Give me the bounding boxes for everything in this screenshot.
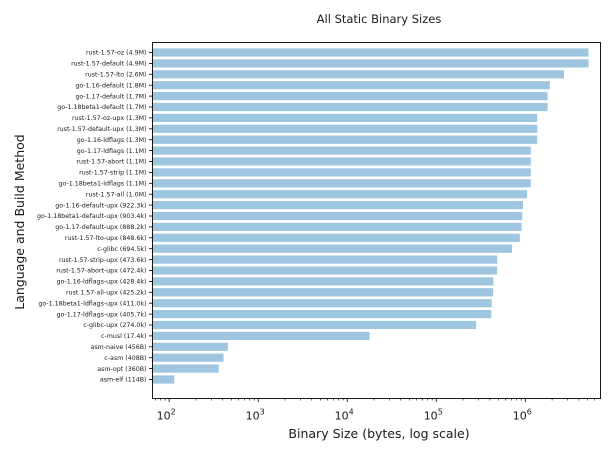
bar: [152, 135, 538, 144]
bar: [152, 81, 550, 90]
category-label: rust-1.57-abort-upx (472.4k): [56, 268, 146, 275]
category-label: go-1.18beta1-ldflags (1.1M): [59, 181, 147, 188]
category-label: asm-opt (360B): [97, 366, 146, 373]
category-label: go-1.17-ldflags (1.1M): [77, 148, 147, 155]
category-label: go-1.16-default-upx (922.3k): [55, 202, 146, 209]
bar: [152, 255, 498, 264]
bar: [152, 353, 224, 362]
category-label: rust-1.57-default (4.9M): [71, 61, 146, 68]
category-label: go-1.17-default-upx (888.2k): [55, 224, 146, 231]
x-axis-title: Binary Size (bytes, log scale): [288, 426, 469, 441]
bar: [152, 113, 538, 122]
bar: [152, 157, 531, 166]
x-tick-label: 102: [157, 408, 176, 423]
category-label: go-1.18beta1-default-upx (903.4k): [37, 213, 146, 220]
category-label: asm-naive (456B): [91, 344, 147, 351]
bar: [152, 92, 548, 101]
bar: [152, 201, 524, 210]
bar: [152, 266, 498, 275]
category-label: rust-1.57-all (1.0M): [86, 191, 147, 198]
y-axis-title: Language and Build Method: [12, 134, 27, 309]
bar: [152, 310, 492, 319]
category-label: rust-1.57-strip-upx (473.6k): [59, 257, 147, 264]
bar: [152, 102, 548, 112]
category-label: go-1.17-default (1.7M): [75, 93, 146, 100]
category-label: c-glibc (694.5k): [97, 246, 146, 253]
bar: [152, 277, 494, 286]
category-label: go-1.16-ldflags-upx (428.4k): [57, 279, 147, 286]
category-label: go-1.18beta1-default (1.7M): [57, 104, 146, 111]
bar: [152, 320, 477, 330]
bars: [152, 48, 589, 384]
bar: [152, 124, 538, 133]
x-tick-label: 103: [246, 408, 265, 423]
category-label: rust-1.57-abort (1.1M): [76, 159, 146, 166]
bar: [152, 375, 175, 384]
bar: [152, 48, 589, 57]
plot-frame: [152, 42, 601, 399]
bar: [152, 342, 228, 351]
bar: [152, 222, 522, 231]
category-label: go-1.16-ldflags (1.3M): [77, 137, 147, 144]
x-axis-ticks: 102 103 104 105 106: [149, 52, 595, 423]
category-label: go-1.18beta1-ldflags-upx (411.0k): [38, 300, 146, 307]
category-label: rust-1.57-lto (2.6M): [85, 72, 146, 79]
bar: [152, 70, 565, 79]
x-tick-label: 104: [335, 408, 354, 423]
category-label: c-musl (17.4k): [101, 333, 146, 340]
category-label: rust-1.57-default-upx (1.3M): [57, 126, 146, 133]
chart-title: All Static Binary Sizes: [317, 12, 442, 26]
bar: [152, 190, 528, 199]
category-labels: rust-1.57-oz (4.9M) rust-1.57-default (4.…: [37, 50, 146, 384]
bar: [152, 288, 494, 297]
x-tick-label: 105: [424, 408, 443, 423]
bar: [152, 244, 513, 253]
bar: [152, 179, 531, 188]
category-label: c-glibc-upx (274.0k): [83, 322, 146, 329]
category-label: rust-1.57-strip (1.1M): [79, 170, 146, 177]
bar: [152, 146, 531, 155]
category-label: go-1.16-default (1.8M): [75, 82, 146, 89]
bar: [152, 299, 492, 308]
category-label: rust-1.57-lto-upx (848.6k): [65, 235, 147, 242]
category-label: c-asm (408B): [104, 355, 146, 362]
bar: [152, 233, 520, 242]
category-label: rust-1.57-oz-upx (1.3M): [72, 115, 147, 122]
bar: [152, 59, 589, 68]
category-label: go-1.17-ldflags-upx (405.7k): [57, 311, 147, 318]
category-label: rust 1.57-all-upx (425.2k): [66, 290, 147, 297]
x-tick-label: 106: [513, 408, 532, 423]
category-label: asm-elf (114B): [100, 377, 147, 384]
bar: [152, 331, 370, 340]
bar: [152, 211, 523, 221]
bar: [152, 168, 531, 177]
bar: [152, 364, 219, 373]
category-label: rust-1.57-oz (4.9M): [86, 50, 147, 57]
